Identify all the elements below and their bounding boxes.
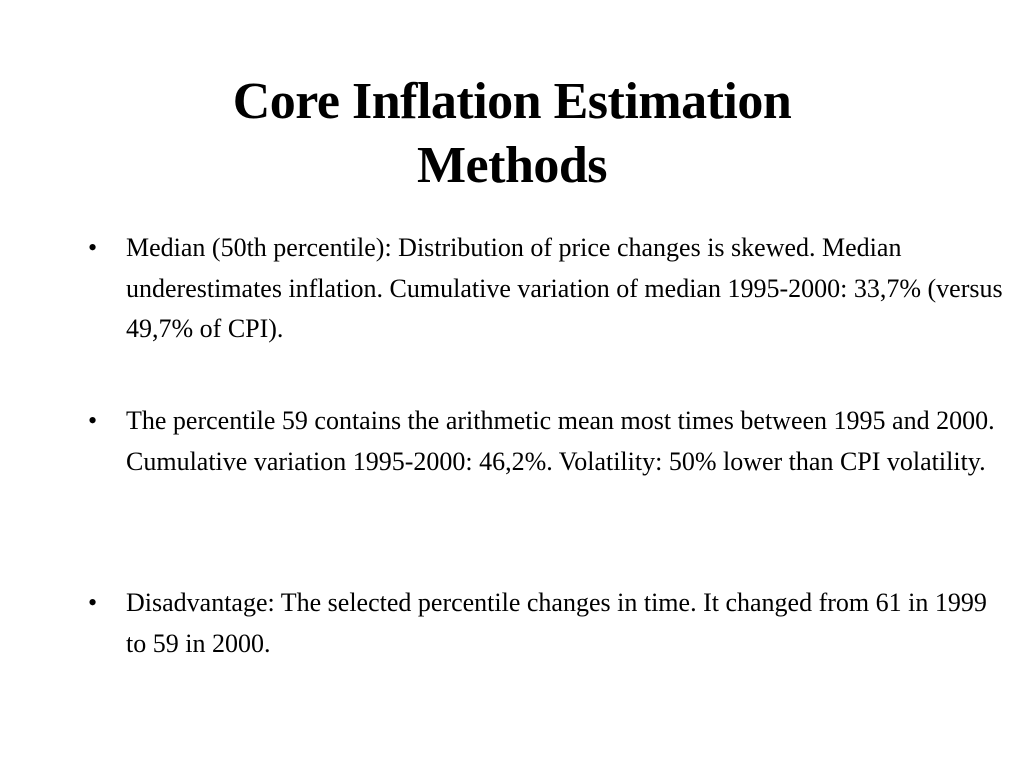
slide-title-line-2: Methods — [416, 137, 608, 194]
bullet-item-percentile-59: • The percentile 59 contains the arithme… — [84, 401, 1006, 482]
bullet-dot-icon: • — [88, 588, 98, 617]
bullet-text: Disadvantage: The selected percentile ch… — [126, 588, 987, 658]
bullet-text: The percentile 59 contains the arithmeti… — [126, 406, 995, 476]
bullet-text: Median (50th percentile): Distribution o… — [126, 233, 1003, 343]
slide-title: Core Inflation Estimation Methods — [0, 70, 1024, 198]
bullet-dot-icon: • — [88, 406, 98, 435]
bullet-item-median: • Median (50th percentile): Distribution… — [84, 228, 1006, 350]
slide-title-line-1: Core Inflation Estimation — [232, 73, 792, 130]
bullet-dot-icon: • — [88, 233, 98, 262]
bullet-item-disadvantage: • Disadvantage: The selected percentile … — [84, 583, 1006, 664]
